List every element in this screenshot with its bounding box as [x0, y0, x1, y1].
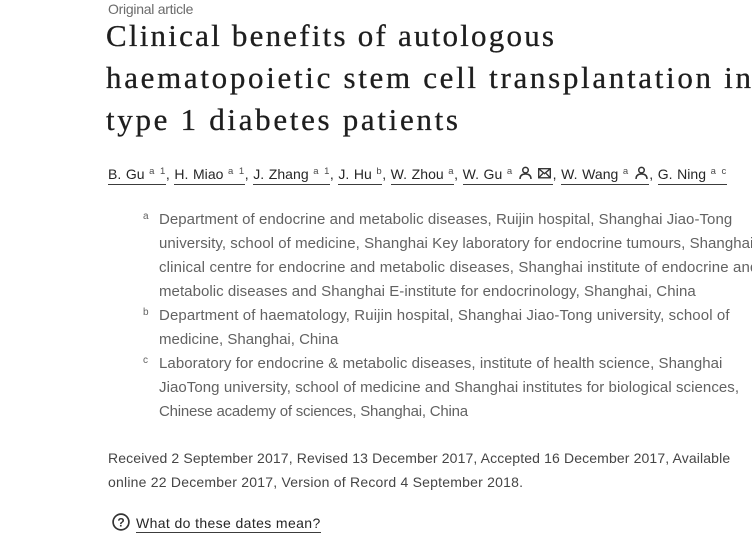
svg-text:?: ?: [117, 515, 124, 529]
